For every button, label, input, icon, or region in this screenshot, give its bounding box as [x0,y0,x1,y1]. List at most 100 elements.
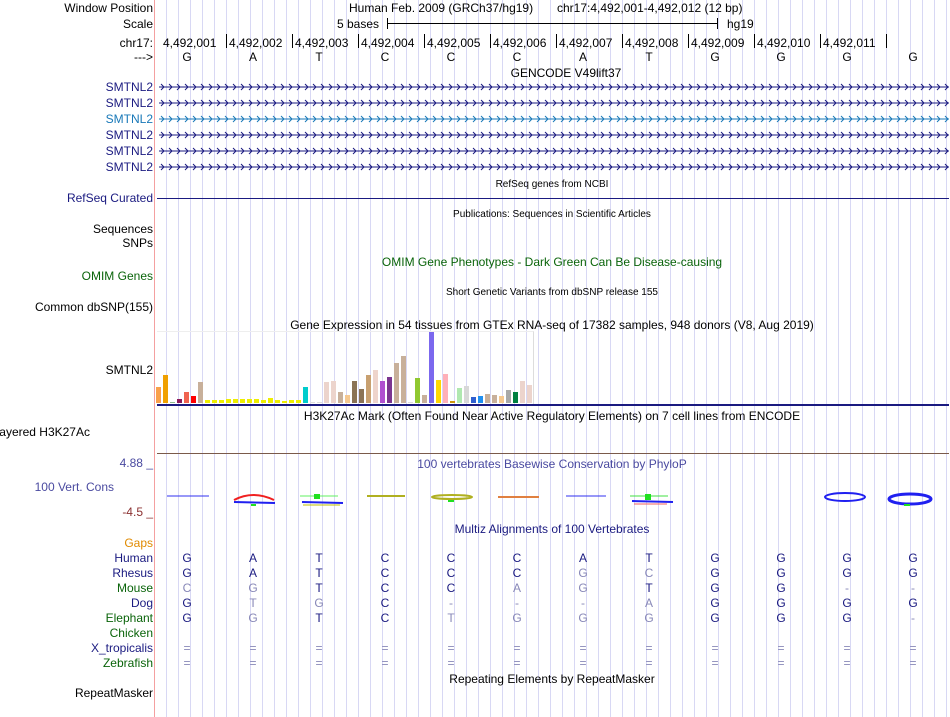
gtex-tissue-bar[interactable] [520,381,525,403]
gtex-tissue-bar[interactable] [338,392,343,403]
gtex-tissue-bar[interactable] [289,400,294,403]
gtex-tissue-bar[interactable] [247,399,252,403]
aligned-base: = [447,656,455,670]
gtex-tissue-bar[interactable] [331,381,336,403]
gene-label[interactable]: SMTNL2 [105,96,153,110]
gtex-tissue-bar[interactable] [359,389,364,403]
gene-label[interactable]: SMTNL2 [105,128,153,142]
gene-model[interactable] [157,130,949,140]
species-label[interactable]: Human [114,551,153,565]
gtex-tissue-bar[interactable] [254,399,259,403]
gtex-tissue-bar[interactable] [429,332,434,403]
gtex-tissue-bar[interactable] [506,390,511,403]
refseq-curated-line[interactable] [157,198,949,199]
species-label[interactable]: Elephant [105,611,153,625]
gtex-tissue-bar[interactable] [492,395,497,403]
gtex-tissue-bar[interactable] [457,388,462,403]
gaps-label[interactable]: Gaps [124,536,153,550]
gtex-tissue-bar[interactable] [303,387,308,403]
multiz-track-title: Multiz Alignments of 100 Vertebrates [454,522,650,536]
gtex-tissue-bar[interactable] [394,363,399,403]
gtex-tissue-bar[interactable] [471,397,476,403]
gtex-tissue-bar[interactable] [352,381,357,403]
gene-label[interactable]: SMTNL2 [105,160,153,174]
species-label[interactable]: Dog [130,596,153,610]
gtex-tissue-bar[interactable] [499,396,504,403]
gtex-tissue-bar[interactable] [464,386,469,403]
ruler-tick [226,34,227,48]
gtex-gene-label[interactable]: SMTNL2 [105,363,153,377]
gene-model[interactable] [157,114,949,124]
gene-model[interactable] [157,82,949,92]
repeatmasker-label[interactable]: RepeatMasker [74,686,153,700]
species-label[interactable]: X_tropicalis [90,641,153,655]
gtex-tissue-bar[interactable] [226,399,231,403]
aligned-base: = [579,641,587,655]
species-label[interactable]: Rhesus [112,566,153,580]
gtex-tissue-bar[interactable] [443,374,448,403]
gene-label[interactable]: SMTNL2 [105,112,153,126]
gtex-tissue-bar[interactable] [380,381,385,403]
aligned-base: G [842,611,852,625]
gene-label[interactable]: SMTNL2 [105,80,153,94]
aligned-base: C [644,566,654,580]
gtex-tissue-bar[interactable] [324,382,329,403]
species-label[interactable]: Zebrafish [102,656,153,670]
gtex-tissue-bar[interactable] [205,400,210,403]
gtex-tissue-bar[interactable] [261,400,266,403]
scale-text: 5 bases [337,17,380,31]
gtex-tissue-bar[interactable] [485,394,490,403]
gtex-tissue-bar[interactable] [408,402,413,403]
gtex-tissue-bar[interactable] [268,398,273,403]
aligned-base: G [710,566,720,580]
gtex-tissue-bar[interactable] [345,395,350,403]
gtex-tissue-bar[interactable] [436,380,441,403]
gtex-tissue-bar[interactable] [184,392,189,403]
gtex-tissue-bar[interactable] [296,400,301,403]
gtex-tissue-bar[interactable] [366,375,371,403]
gtex-tissue-bar[interactable] [170,402,175,403]
species-label[interactable]: Mouse [116,581,153,595]
gtex-tissue-bar[interactable] [282,401,287,403]
gtex-tissue-bar[interactable] [219,400,224,403]
gtex-tissue-bar[interactable] [212,400,217,403]
gtex-tissue-bar[interactable] [527,385,532,403]
snps-label[interactable]: SNPs [122,236,153,250]
gene-model[interactable] [157,98,949,108]
gtex-tissue-bar[interactable] [422,395,427,403]
gene-model[interactable] [157,146,949,156]
gtex-tissue-bar[interactable] [401,356,406,403]
gtex-tissue-bar[interactable] [275,400,280,403]
gtex-tissue-bar[interactable] [450,401,455,403]
chrom-label[interactable]: chr17: [119,36,153,50]
gtex-tissue-bar[interactable] [191,396,196,403]
gtex-tissue-bar[interactable] [156,387,161,403]
vert-cons-label[interactable]: 100 Vert. Cons [34,480,114,494]
gtex-tissue-bar[interactable] [163,375,168,403]
aligned-base: A [644,596,653,610]
gtex-tissue-bar[interactable] [415,378,420,403]
gtex-tissue-bar[interactable] [310,402,315,403]
omim-genes-label[interactable]: OMIM Genes [81,269,153,283]
strand-toggle[interactable]: ---> [134,50,153,64]
gtex-tissue-bar[interactable] [198,382,203,403]
gtex-tissue-bar[interactable] [387,377,392,403]
common-dbsnp-label[interactable]: Common dbSNP(155) [34,300,153,314]
gtex-tissue-bar[interactable] [233,399,238,403]
gtex-tissue-bar[interactable] [240,399,245,403]
gtex-tissue-bar[interactable] [478,396,483,403]
ruler-position: 4,492,006 [493,36,547,50]
gtex-tissue-bar[interactable] [373,370,378,403]
scale-bar-left-tick [387,18,388,29]
aligned-base: C [380,596,390,610]
refseq-curated-label[interactable]: RefSeq Curated [66,191,153,205]
gtex-tissue-bar[interactable] [513,392,518,403]
species-label[interactable]: Chicken [109,626,153,640]
gene-label[interactable]: SMTNL2 [105,144,153,158]
gtex-tissue-bar[interactable] [177,399,182,403]
gene-model[interactable] [157,162,949,172]
gtex-tissue-bar[interactable] [317,402,322,403]
aligned-base: G [776,611,786,625]
layered-h3k27ac-label[interactable]: Layered H3K27Ac [0,425,90,439]
sequences-label[interactable]: Sequences [92,222,153,236]
